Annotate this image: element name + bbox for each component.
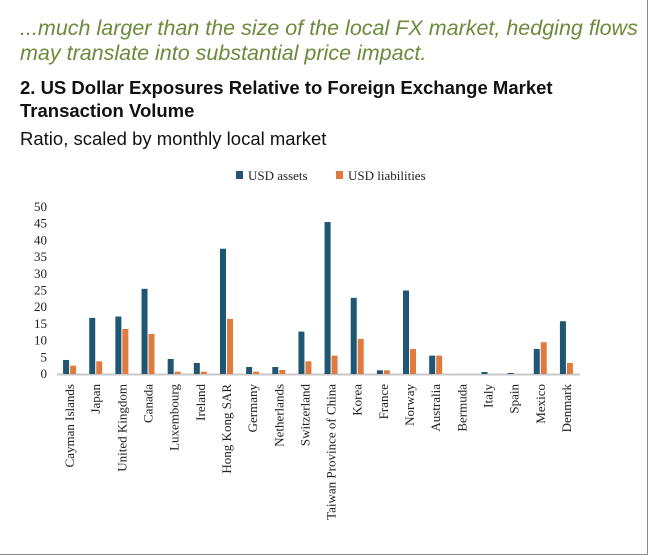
bar-assets [429, 355, 436, 374]
x-tick-label: Bermuda [454, 384, 469, 432]
y-tick-label: 20 [34, 299, 47, 314]
y-tick-label: 30 [34, 266, 47, 281]
y-tick-label: 10 [34, 333, 47, 348]
bar-assets [533, 348, 540, 374]
x-tick-label: Italy [480, 384, 495, 408]
bar-liabilities [279, 369, 286, 374]
y-tick-label: 45 [34, 216, 47, 231]
bar-liabilities [540, 342, 547, 374]
bar-liabilities [383, 370, 390, 374]
x-tick-label: Germany [245, 384, 260, 433]
bar-assets [376, 370, 383, 374]
chart-title: 2. US Dollar Exposures Relative to Forei… [20, 77, 553, 121]
bar-liabilities [253, 371, 260, 374]
x-tick-label: Switzerland [297, 384, 312, 447]
x-tick-label: Cayman Islands [62, 384, 77, 467]
y-tick-label: 15 [34, 316, 47, 331]
x-tick-label: France [376, 384, 391, 420]
bar-assets [559, 321, 566, 374]
x-tick-label: Korea [350, 384, 365, 416]
bar-assets [115, 316, 122, 374]
chart-caption: Ratio, scaled by monthly local market [20, 128, 327, 149]
bar-liabilities [305, 361, 312, 374]
bar-liabilities [174, 371, 181, 374]
bar-assets [219, 248, 226, 374]
bar-liabilities [331, 355, 338, 374]
bar-liabilities [226, 318, 233, 374]
y-tick-label: 35 [34, 249, 47, 264]
x-tick-label: Netherlands [271, 384, 286, 447]
subtitle: ...much larger than the size of the loca… [20, 16, 638, 65]
bar-assets [298, 331, 305, 374]
bar-assets [272, 366, 279, 374]
bar-assets [89, 317, 96, 374]
y-tick-label: 0 [41, 366, 48, 381]
bar-liabilities [96, 361, 103, 374]
y-tick-label: 50 [34, 199, 47, 214]
x-tick-label: Mexico [533, 384, 548, 424]
legend-label: USD assets [248, 168, 308, 183]
bar-assets [63, 359, 70, 374]
bar-assets [141, 288, 148, 374]
x-tick-label: Ireland [193, 384, 208, 421]
bar-assets [324, 222, 331, 374]
x-tick-label: Hong Kong SAR [219, 384, 234, 474]
x-tick-label: Canada [141, 384, 156, 423]
y-tick-label: 5 [41, 349, 48, 364]
legend-label: USD liabilities [348, 168, 426, 183]
x-tick-label: Spain [507, 384, 522, 414]
bar-assets [350, 297, 357, 374]
bar-assets [481, 371, 488, 374]
x-tick-label: Australia [428, 384, 443, 432]
bar-liabilities [200, 371, 207, 374]
x-tick-label: United Kingdom [114, 384, 129, 472]
bar-assets [193, 362, 200, 374]
legend-swatch [236, 171, 243, 179]
bar-liabilities [122, 328, 129, 374]
bar-liabilities [148, 333, 155, 374]
x-tick-label: Luxembourg [167, 384, 182, 451]
x-tick-label: Japan [88, 384, 103, 414]
x-tick-label: Norway [402, 384, 417, 426]
x-tick-label: Denmark [559, 384, 574, 433]
y-tick-label: 40 [34, 232, 47, 247]
bar-assets [167, 358, 174, 374]
legend-swatch [336, 171, 343, 179]
bar-liabilities [357, 338, 364, 374]
y-tick-label: 25 [34, 283, 47, 298]
bar-assets [507, 372, 514, 374]
bar-assets [403, 290, 410, 374]
bar-liabilities [436, 355, 443, 374]
bar-assets [246, 366, 253, 374]
bar-liabilities [410, 348, 417, 374]
bar-liabilities [566, 362, 573, 374]
bar-liabilities [70, 365, 77, 374]
x-tick-label: Taiwan Province of China [324, 384, 339, 520]
